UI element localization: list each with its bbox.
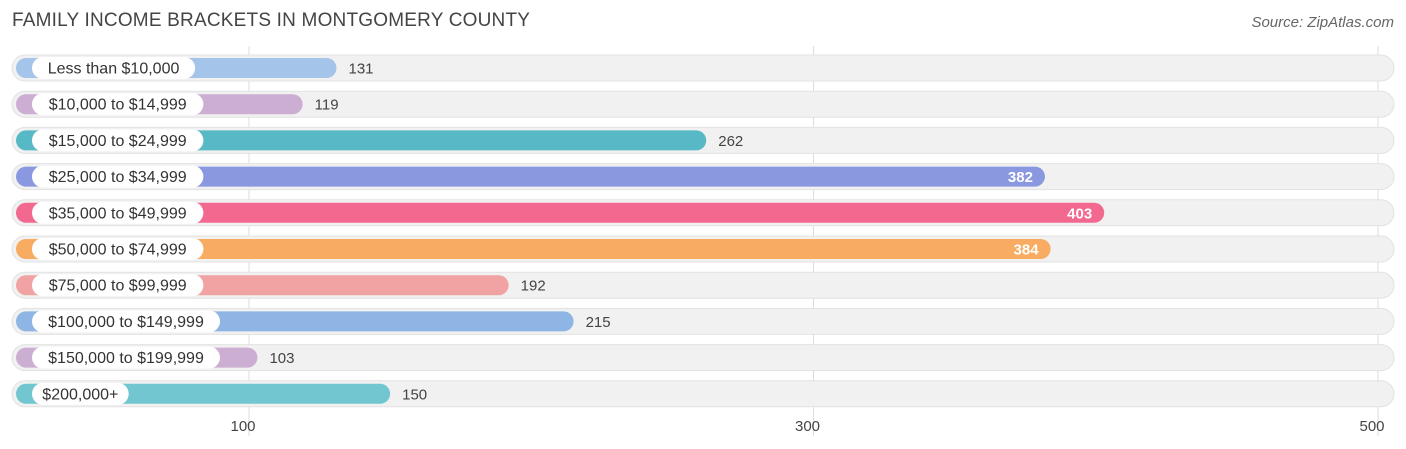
bar [16, 239, 1051, 259]
value-label: 192 [521, 278, 546, 295]
value-label: 215 [586, 314, 611, 331]
category-label-pill [32, 310, 220, 333]
bar-row: $35,000 to $49,999 403 [11, 199, 1395, 227]
bar-row: $10,000 to $14,999 119 [11, 90, 1395, 118]
x-tick-label: 100 [230, 418, 255, 435]
value-label: 103 [269, 350, 294, 367]
chart-title: FAMILY INCOME BRACKETS IN MONTGOMERY COU… [12, 10, 531, 31]
bar-row: $75,000 to $99,999 192 [11, 271, 1395, 299]
category-label-pill [32, 57, 196, 79]
category-label-pill [32, 382, 129, 405]
category-label-pill [32, 346, 220, 369]
bar-row: Less than $10,000 131 [11, 54, 1395, 82]
category-label: $75,000 to $99,999 [49, 278, 187, 295]
value-label: 382 [1008, 169, 1033, 186]
category-label: $50,000 to $74,999 [49, 242, 187, 259]
bar-track [11, 90, 1395, 118]
category-label: $200,000+ [42, 386, 118, 403]
value-label: 262 [718, 133, 743, 150]
bar-row: $200,000+ 150 [11, 380, 1395, 408]
category-label: Less than $10,000 [48, 61, 180, 78]
category-label: $35,000 to $49,999 [49, 205, 187, 222]
category-label: $25,000 to $34,999 [49, 169, 187, 186]
value-label: 384 [1014, 242, 1040, 259]
category-label-pill [32, 165, 204, 188]
source-label: Source: ZipAtlas.com [1251, 14, 1394, 31]
category-label-pill [32, 201, 204, 224]
bar-track [11, 54, 1395, 82]
x-tick-label: 300 [795, 418, 820, 435]
value-label: 119 [315, 97, 339, 114]
category-label-pill [32, 274, 204, 297]
bar [16, 202, 1105, 223]
category-label-pill [32, 129, 204, 152]
category-label: $150,000 to $199,999 [48, 350, 204, 367]
category-label: $100,000 to $149,999 [48, 314, 204, 331]
x-tick-label: 500 [1359, 418, 1384, 435]
bar-track [11, 344, 1395, 372]
value-label: 131 [348, 61, 373, 78]
bar-row: $15,000 to $24,999 262 [11, 126, 1395, 154]
category-label: $10,000 to $14,999 [49, 97, 187, 114]
bar [16, 166, 1045, 187]
value-label: 403 [1067, 205, 1092, 222]
bar-row: $100,000 to $149,999 215 [11, 307, 1395, 335]
category-label-pill [32, 93, 204, 116]
category-label-pill [32, 238, 204, 260]
bar-row: $150,000 to $199,999 103 [11, 344, 1395, 372]
bar-row: $25,000 to $34,999 382 [11, 163, 1395, 191]
value-label: 150 [402, 386, 427, 403]
bar-row: $50,000 to $74,999 384 [11, 235, 1395, 263]
category-label: $15,000 to $24,999 [49, 133, 187, 150]
